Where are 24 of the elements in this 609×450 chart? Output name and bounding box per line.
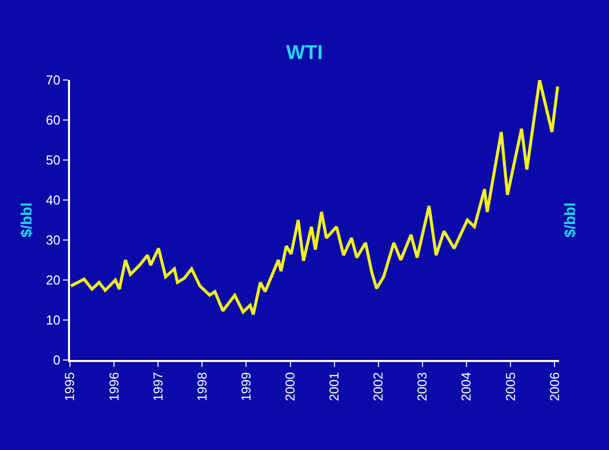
x-tick-label: 2006 <box>546 372 562 402</box>
x-tick-label: 2003 <box>414 372 430 402</box>
x-tick-label: 1997 <box>150 372 166 402</box>
x-tick-label: 2002 <box>370 372 386 402</box>
y2-axis-title: $/bbl <box>562 202 579 238</box>
y-tick-label: 10 <box>46 312 60 328</box>
x-tick-label: 1998 <box>194 372 210 402</box>
y-tick-label: 70 <box>46 72 60 88</box>
y-axis-title: $/bbl <box>18 202 36 238</box>
line-series <box>70 80 559 316</box>
y-tick-label: 50 <box>46 152 60 168</box>
x-tick-label: 2004 <box>458 372 474 402</box>
x-tick-label: 2000 <box>282 372 298 402</box>
y-tick-label: 40 <box>46 192 60 208</box>
x-tick-label: 2005 <box>502 372 518 402</box>
chart-title: WTI <box>286 42 323 64</box>
y-tick-label: 30 <box>46 232 60 248</box>
x-tick-label: 1999 <box>238 372 254 402</box>
x-tick-label: 2001 <box>326 372 342 402</box>
x-tick-label: 1995 <box>62 372 78 402</box>
y-tick-label: 0 <box>53 352 60 368</box>
x-tick-label: 1996 <box>106 372 122 402</box>
y-tick-label: 60 <box>46 112 60 128</box>
y-tick-label: 20 <box>46 272 60 288</box>
